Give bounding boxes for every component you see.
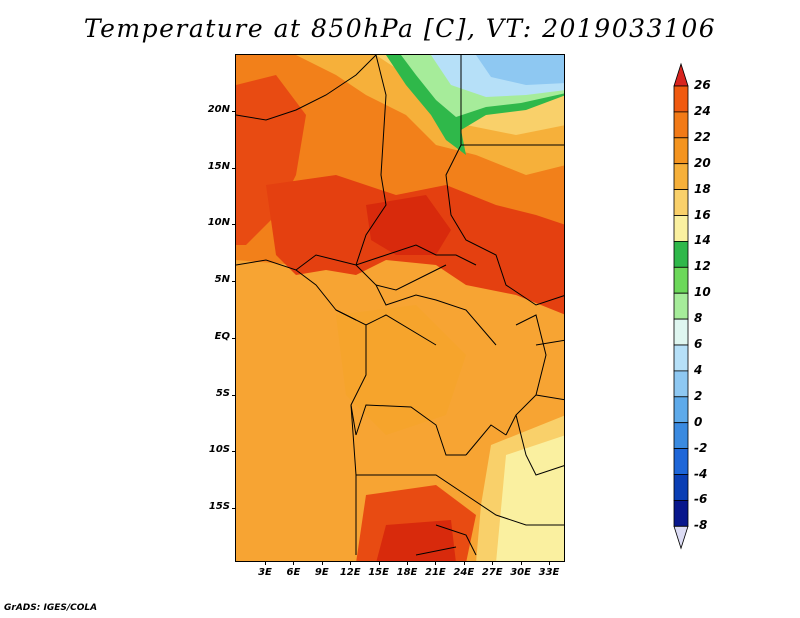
lat-tick (232, 281, 235, 283)
lon-tick (435, 562, 437, 565)
colorbar-label: -6 (694, 492, 708, 507)
lon-tick (350, 562, 352, 565)
lon-tick (463, 562, 465, 565)
lon-label-33e: 33E (538, 567, 560, 578)
colorbar-label: 2 (694, 388, 703, 403)
lat-label-eq: EQ (214, 330, 230, 342)
lat-label-10s: 10S (208, 444, 230, 456)
colorbar-box (673, 396, 689, 424)
colorbar-box (673, 474, 689, 501)
lon-label-9e: 9E (314, 567, 329, 578)
lat-tick (232, 507, 235, 509)
lon-tick (407, 562, 408, 565)
colorbar-box (673, 163, 689, 190)
colorbar-label: 12 (694, 259, 711, 274)
lat-tick (232, 394, 235, 396)
lat-label-5n: 5N (214, 274, 230, 286)
colorbar-box (673, 370, 689, 398)
field-blue (476, 55, 564, 85)
colorbar-label: 18 (694, 181, 711, 196)
colorbar-box (673, 111, 689, 139)
colorbar-box (673, 499, 689, 527)
temperature-map (236, 55, 564, 561)
colorbar-box (673, 189, 689, 216)
lon-label-12e: 12E (339, 567, 361, 578)
lon-tick (378, 562, 380, 565)
lon-tick (520, 562, 522, 565)
lon-label-27e: 27E (481, 567, 503, 578)
colorbar-label: 16 (694, 207, 711, 222)
lat-tick (232, 451, 235, 453)
lon-tick (492, 562, 494, 565)
colorbar-label: 14 (694, 233, 711, 248)
colorbar-box (673, 266, 689, 294)
colorbar-box (673, 137, 689, 165)
lat-tick (232, 224, 235, 226)
map-panel (235, 54, 565, 562)
credit-text: GrADS: IGES/COLA (4, 603, 98, 613)
lon-label-24e: 24E (453, 567, 475, 578)
colorbar-box (673, 318, 689, 346)
lon-tick (549, 562, 550, 565)
lon-label-3e: 3E (258, 567, 272, 578)
colorbar-label: 4 (694, 362, 703, 377)
lon-label-21e: 21E (425, 567, 446, 578)
lat-tick (232, 111, 235, 112)
lat-label-20n: 20N (207, 104, 230, 115)
lon-label-6e: 6E (286, 567, 301, 578)
colorbar-box (673, 344, 689, 372)
colorbar-box (673, 422, 689, 450)
colorbar-label: 26 (694, 78, 711, 92)
lat-label-10n: 10N (207, 217, 230, 229)
colorbar-label: 0 (694, 414, 703, 429)
colorbar-label: 6 (694, 337, 703, 351)
colorbar-label: -4 (694, 466, 708, 481)
lat-tick (232, 337, 235, 339)
colorbar-label: 24 (694, 103, 711, 118)
field-cooler-southeast (496, 435, 564, 561)
country-borders (236, 55, 564, 556)
lat-tick (232, 167, 235, 169)
colorbar-box (673, 292, 689, 320)
colorbar-box (673, 240, 689, 268)
colorbar-label: -2 (694, 440, 708, 455)
colorbar-label: -8 (694, 518, 708, 533)
colorbar-box (673, 215, 689, 242)
lat-label-15n: 15N (207, 160, 230, 172)
field-congo (336, 305, 466, 435)
lat-label-5s: 5S (215, 387, 230, 399)
chart-title: Temperature at 850hPa [C], VT: 201903310… (83, 14, 717, 43)
lon-label-30e: 30E (510, 567, 531, 578)
lon-tick (265, 562, 266, 565)
lon-tick (293, 562, 295, 565)
field-hot-core (366, 195, 451, 255)
colorbar-label: 22 (694, 129, 711, 144)
colorbar-label: 10 (694, 285, 711, 300)
colorbar-top-triangle (673, 62, 689, 87)
lon-tick (321, 562, 323, 565)
lat-label-15s: 15S (208, 500, 230, 512)
lon-label-18e: 18E (396, 567, 418, 578)
colorbar-box (673, 85, 689, 113)
colorbar-label: 20 (694, 155, 711, 170)
colorbar-bottom-triangle (673, 525, 689, 550)
colorbar-box (673, 448, 689, 475)
lon-label-15e: 15E (368, 567, 389, 578)
colorbar-label: 8 (694, 311, 703, 326)
